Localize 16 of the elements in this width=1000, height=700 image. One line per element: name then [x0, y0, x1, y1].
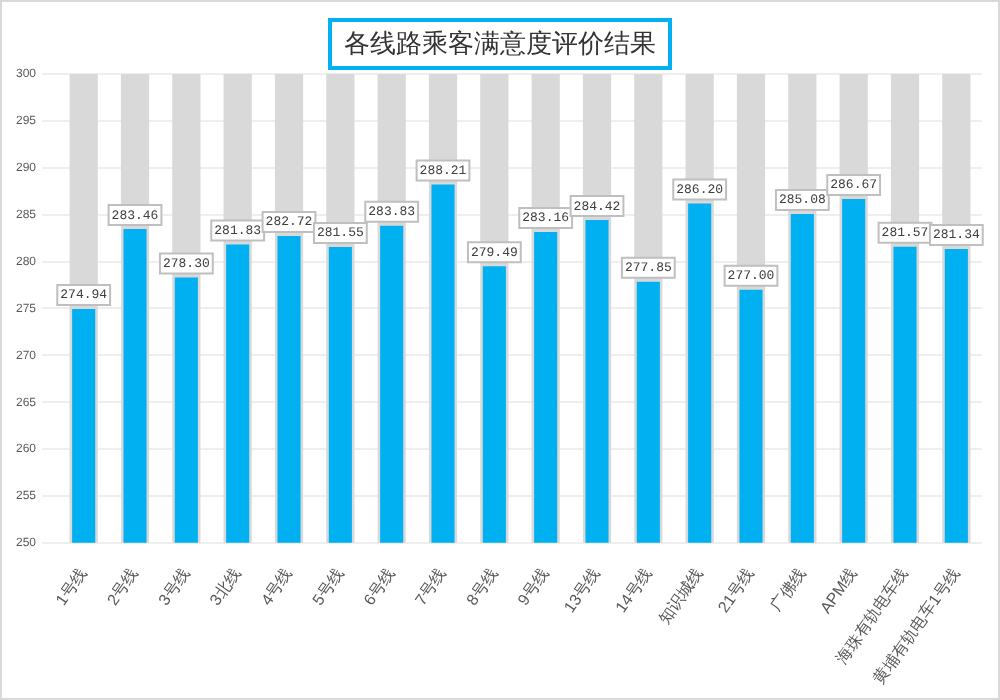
x-tick-label: 5号线 [309, 564, 348, 609]
x-tick-label: 3号线 [155, 564, 194, 609]
x-tick-label: 14号线 [611, 564, 656, 616]
x-tick-label: 21号线 [714, 564, 758, 616]
x-tick-label: 2号线 [103, 564, 142, 609]
chart-title: 各线路乘客满意度评价结果 [328, 18, 672, 70]
x-tick-label: 1号线 [52, 564, 91, 609]
x-tick-label: 6号线 [360, 564, 399, 609]
x-tick-label: 4号线 [257, 564, 296, 609]
x-tick-label: 9号线 [514, 564, 553, 609]
x-tick-label: 13号线 [560, 564, 604, 616]
x-tick-label: 7号线 [411, 564, 450, 609]
x-tick-label: 3北线 [206, 564, 245, 609]
x-tick-label: 8号线 [463, 564, 502, 609]
x-tick-label: 知识城线 [655, 564, 707, 628]
x-tick-label: 广佛线 [766, 564, 810, 615]
